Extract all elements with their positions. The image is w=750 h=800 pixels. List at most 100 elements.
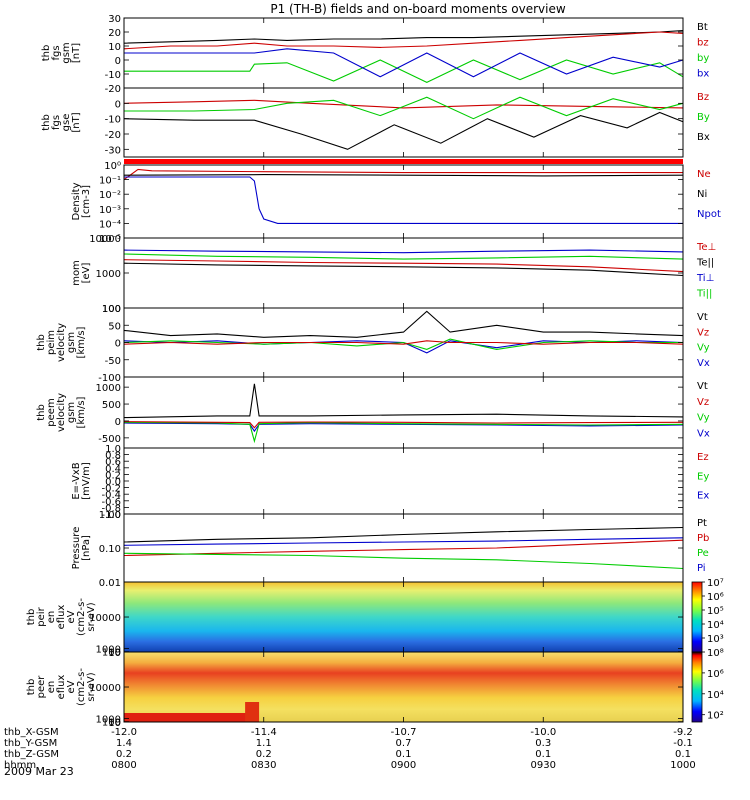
legend-Bt: Bt bbox=[697, 22, 708, 33]
y-tick-label: -10 bbox=[105, 115, 121, 126]
legend-Ti⊥: Ti⊥ bbox=[696, 273, 714, 284]
y-tick-label: -0.6 bbox=[101, 497, 121, 508]
x-tick-label: -10.7 bbox=[391, 727, 417, 738]
panel-peer_eflux: 10⁸10⁶10⁴10²10000100010010thbpeereneflux… bbox=[26, 648, 724, 729]
legend-Vz: Vz bbox=[697, 327, 709, 338]
legend-bz: bz bbox=[697, 38, 709, 49]
y-axis-title-line: en bbox=[46, 681, 57, 694]
y-tick-label: 10⁻¹ bbox=[99, 176, 121, 187]
y-tick-label: 100 bbox=[102, 718, 121, 729]
legend-Ni: Ni bbox=[697, 189, 707, 200]
x-tick-label: -0.1 bbox=[673, 738, 693, 749]
series-bz bbox=[123, 31, 684, 50]
series-Ti|| bbox=[123, 253, 684, 260]
x-tick-label: 0.1 bbox=[396, 749, 412, 760]
series-by bbox=[124, 59, 684, 84]
y-tick-label: 0.0 bbox=[105, 477, 121, 488]
y-axis-title-line: sr-eV) bbox=[86, 672, 97, 701]
panel-frame bbox=[123, 87, 684, 158]
y-axis-title: thbfgsgsm[nT] bbox=[41, 42, 82, 63]
x-tick-label: 1.1 bbox=[256, 738, 272, 749]
y-tick-label: 10⁰ bbox=[104, 161, 121, 172]
x-tick-label: -9.2 bbox=[673, 727, 693, 738]
colorbar-tick-label: 10³ bbox=[707, 634, 724, 645]
colorbar-tick-label: 10⁶ bbox=[707, 592, 724, 603]
y-axis-title-line: fgs bbox=[51, 45, 62, 60]
y-tick-label: 0.6 bbox=[105, 457, 121, 468]
y-tick-label: -20 bbox=[105, 84, 121, 95]
series-Ne bbox=[123, 168, 683, 181]
y-axis-title: thbpeemvelocitygsm[km/s] bbox=[36, 393, 87, 432]
y-axis-title-line: Density bbox=[71, 182, 82, 220]
legend-Vt: Vt bbox=[697, 381, 708, 392]
x-tick-label: 0800 bbox=[111, 760, 136, 771]
y-tick-label: 1000 bbox=[96, 715, 121, 726]
figure-title: P1 (TH-B) fields and on-board moments ov… bbox=[270, 2, 566, 16]
x-tick-label: -12.0 bbox=[111, 727, 137, 738]
y-tick-label: 20 bbox=[108, 28, 121, 39]
colorbar-tick-label: 10⁴ bbox=[707, 620, 724, 631]
y-tick-label: 0 bbox=[115, 99, 121, 110]
y-axis-title-line: peer bbox=[36, 675, 47, 699]
series-Npot bbox=[124, 176, 683, 224]
y-tick-label: 0 bbox=[115, 339, 121, 350]
y-axis-title-line: [eV] bbox=[81, 263, 92, 284]
panel-density: 10⁰ 10⁻¹ 10⁻² 10⁻³ 10⁻⁴ 10⁻⁵ Density[cm-3] Ne Ni… bbox=[71, 161, 721, 245]
legend-bx: bx bbox=[697, 69, 709, 80]
y-axis-title: Density[cm-3] bbox=[71, 182, 92, 220]
panel-peem_velocity: 1000 500 0 -500 thbpeemvelocitygsm[km/s] Vt Vz… bbox=[36, 376, 710, 449]
series-bx bbox=[124, 48, 684, 78]
x-tick-label: -11.4 bbox=[251, 727, 277, 738]
y-axis-title: mom[eV] bbox=[71, 260, 92, 286]
y-axis-title-line: [nT] bbox=[71, 112, 82, 132]
y-tick-label: 0 bbox=[115, 56, 121, 67]
x-tick-label: 0.2 bbox=[256, 749, 272, 760]
y-axis-title-line: (cm2-s- bbox=[76, 598, 87, 636]
series-Vy bbox=[123, 421, 684, 444]
y-axis-title-line: peim bbox=[46, 330, 57, 355]
legend-Ez: Ez bbox=[697, 452, 709, 463]
series-Pi bbox=[123, 537, 684, 546]
y-tick-label: 1.00 bbox=[99, 510, 121, 521]
series-Ni bbox=[123, 174, 684, 177]
y-tick-label: 1000 bbox=[96, 383, 121, 394]
y-axis-title-line: velocity bbox=[56, 393, 67, 432]
y-tick-label: 1.0 bbox=[105, 444, 121, 455]
y-axis-title-line: eflux bbox=[56, 605, 67, 630]
series-Vy bbox=[123, 338, 683, 350]
legend-Bx: Bx bbox=[697, 132, 710, 143]
y-axis-title-line: peir bbox=[36, 606, 47, 626]
spectrogram-burst bbox=[245, 702, 260, 722]
y-axis-title-line: thb bbox=[26, 679, 37, 696]
y-axis-title-line: [nT] bbox=[71, 43, 82, 63]
y-tick-label: 0.2 bbox=[105, 470, 121, 481]
legend-Te⊥: Te⊥ bbox=[696, 242, 716, 253]
y-tick-label: 0 bbox=[115, 417, 121, 428]
y-axis-title-line: velocity bbox=[56, 323, 67, 362]
x-row-label: thb_Z-GSM bbox=[4, 749, 59, 760]
y-axis-title-line: [mV/m] bbox=[81, 462, 92, 500]
y-tick-label: 10000 bbox=[89, 683, 121, 694]
legend-Ti||: Ti|| bbox=[696, 289, 712, 300]
y-axis-title-line: gsm bbox=[61, 42, 72, 63]
y-axis-title-line: E=-VxB bbox=[71, 462, 82, 499]
colorbar-tick-label: 10⁸ bbox=[707, 648, 724, 659]
y-tick-label: 0.8 bbox=[105, 451, 121, 462]
y-axis-title-line: mom bbox=[71, 260, 82, 286]
y-axis-title-line: eV bbox=[66, 680, 77, 693]
y-axis-title-line: [nPa] bbox=[81, 535, 92, 561]
y-tick-label: 10 bbox=[108, 42, 121, 53]
y-tick-label: 10000 bbox=[89, 234, 121, 245]
panels-layer: 3020100-10-20thbfgsgsm[nT]Btbzbybx0-10-2… bbox=[26, 14, 724, 729]
y-tick-label: -500 bbox=[98, 434, 121, 445]
y-axis-title-line: [cm-3] bbox=[81, 185, 92, 218]
y-axis-title-line: eflux bbox=[56, 675, 67, 700]
series-Bx bbox=[123, 111, 684, 150]
y-axis-title: E=-VxB[mV/m] bbox=[71, 462, 92, 500]
series-Vx bbox=[123, 340, 684, 354]
legend-Vx: Vx bbox=[697, 358, 710, 369]
panel-peim_velocity: 100 50 0 -50 -100 thbpeimvelocitygsm[km/s] Vt V… bbox=[36, 304, 710, 384]
y-tick-label: 100 bbox=[102, 304, 121, 315]
y-axis-title: Pressure[nPa] bbox=[71, 527, 92, 570]
panel-fgs_gsm: 30 20 10 0 -10 -20 thbfgsgsm[nT] Bt bz by bx bbox=[41, 14, 709, 95]
